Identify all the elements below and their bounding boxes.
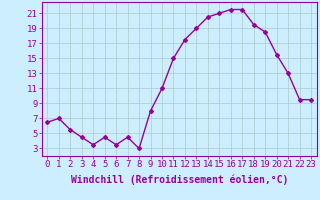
X-axis label: Windchill (Refroidissement éolien,°C): Windchill (Refroidissement éolien,°C) <box>70 175 288 185</box>
